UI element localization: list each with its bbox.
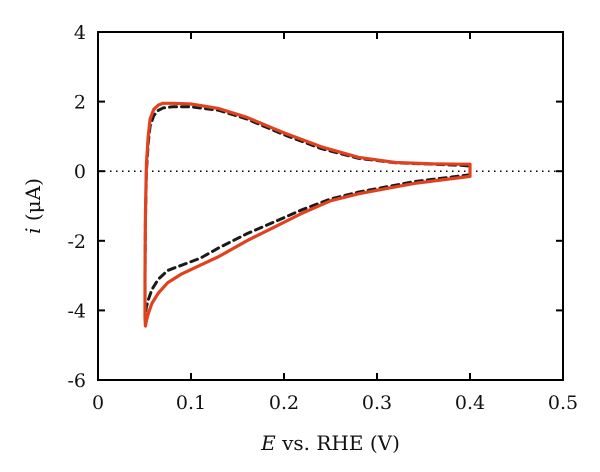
y-axis-label-rest: (μA) — [21, 178, 45, 227]
y-tick-label: -2 — [67, 231, 86, 253]
x-tick-label: 0.4 — [455, 392, 485, 414]
x-tick-label: 0 — [92, 392, 104, 414]
y-tick-label: 2 — [74, 92, 86, 114]
x-axis-variable: E — [260, 431, 276, 455]
plot-content — [98, 101, 563, 328]
axis-ticks: 0 0.1 0.2 0.3 0.4 0.5 -6 -4 -2 0 2 4 — [67, 22, 578, 414]
x-tick-label: 0.5 — [548, 392, 578, 414]
solid-cv-curve — [143, 101, 472, 328]
y-axis-variable: i — [21, 228, 45, 234]
x-axis-label: E vs. RHE (V) — [260, 431, 400, 455]
y-tick-label: 0 — [74, 161, 86, 183]
y-axis-label: i (μA) — [21, 178, 45, 234]
x-axis-label-rest: vs. RHE (V) — [276, 431, 400, 455]
x-tick-label: 0.1 — [176, 392, 206, 414]
y-tick-label: -6 — [67, 370, 86, 392]
y-tick-label: 4 — [74, 22, 86, 44]
plot-frame — [97, 31, 564, 381]
x-tick-label: 0.3 — [362, 392, 392, 414]
y-tick-label: -4 — [67, 300, 86, 322]
x-tick-label: 0.2 — [269, 392, 299, 414]
